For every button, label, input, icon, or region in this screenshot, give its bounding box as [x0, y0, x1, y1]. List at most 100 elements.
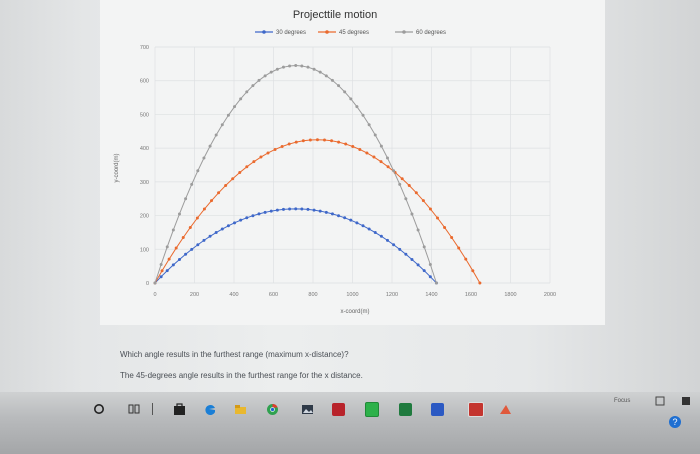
- y-tick-label: 300: [140, 180, 149, 186]
- data-point: [195, 216, 199, 220]
- legend-marker: [402, 30, 406, 34]
- data-point: [443, 225, 447, 229]
- data-point: [226, 224, 230, 228]
- data-point: [355, 105, 359, 109]
- data-point: [281, 65, 285, 69]
- x-tick-label: 200: [190, 292, 199, 298]
- data-point: [312, 67, 316, 71]
- task-view-icon[interactable]: [127, 402, 141, 416]
- data-point: [171, 263, 175, 267]
- data-point: [398, 247, 402, 251]
- data-point: [324, 210, 328, 214]
- data-point: [184, 252, 188, 256]
- data-point: [404, 252, 408, 256]
- data-point: [287, 142, 291, 146]
- y-tick-label: 400: [140, 146, 149, 152]
- word-icon[interactable]: [430, 402, 444, 416]
- data-point: [457, 246, 461, 250]
- x-tick-label: 1600: [465, 292, 477, 298]
- data-point: [165, 245, 169, 249]
- legend-label: 60 degrees: [416, 30, 446, 36]
- notification-badge[interactable]: ?: [669, 416, 681, 428]
- data-point: [392, 243, 396, 247]
- x-tick-label: 400: [229, 292, 238, 298]
- data-point: [196, 243, 200, 247]
- data-point: [315, 138, 319, 142]
- edge-icon[interactable]: [203, 402, 217, 416]
- legend-marker: [262, 30, 266, 34]
- data-point: [365, 151, 369, 155]
- projectile-chart: 0 200 400 600 800 1000 1200 1400 1600 1800 2000 0 10…: [114, 9, 556, 315]
- series-2: [153, 64, 438, 285]
- data-point: [478, 281, 482, 285]
- data-point: [259, 155, 263, 159]
- chrome-icon[interactable]: [265, 402, 279, 416]
- data-point: [288, 64, 292, 68]
- data-point: [471, 269, 475, 273]
- data-point: [275, 67, 279, 71]
- y-tick-label: 100: [140, 247, 149, 253]
- red-app-icon[interactable]: [331, 402, 345, 416]
- data-point: [344, 142, 348, 146]
- data-point: [174, 246, 178, 250]
- data-point: [251, 214, 255, 218]
- data-point: [280, 144, 284, 148]
- data-point: [330, 212, 334, 216]
- data-point: [421, 199, 425, 203]
- data-point: [323, 138, 327, 142]
- data-point: [306, 65, 310, 69]
- data-point: [349, 97, 353, 101]
- data-point: [373, 133, 377, 137]
- data-point: [224, 183, 228, 187]
- data-point: [330, 78, 334, 82]
- data-point: [202, 207, 206, 211]
- data-point: [257, 78, 261, 82]
- tray-icon[interactable]: [654, 394, 666, 408]
- action-center-icon[interactable]: [680, 394, 692, 408]
- legend-label: 45 degrees: [339, 30, 369, 36]
- chart-panel: 0 200 400 600 800 1000 1200 1400 1600 1800 2000 0 10…: [100, 0, 605, 325]
- data-point: [196, 169, 200, 173]
- data-point: [275, 208, 279, 212]
- data-point: [379, 160, 383, 164]
- photos-icon[interactable]: [300, 402, 314, 416]
- data-point: [263, 210, 267, 214]
- data-point: [190, 247, 194, 251]
- data-point: [190, 182, 194, 186]
- data-point: [294, 140, 298, 144]
- data-point: [367, 227, 371, 231]
- data-point: [414, 191, 418, 195]
- data-point: [312, 208, 316, 212]
- data-point: [398, 182, 402, 186]
- data-point: [416, 263, 420, 267]
- data-point: [337, 214, 341, 218]
- excel-icon[interactable]: [398, 402, 412, 416]
- file-explorer-icon[interactable]: [233, 402, 247, 416]
- data-point: [167, 257, 171, 261]
- data-point: [214, 133, 218, 137]
- data-point: [294, 207, 298, 211]
- arrow-app-icon[interactable]: [498, 402, 512, 416]
- store-icon[interactable]: [172, 402, 186, 416]
- y-axis-label: y-coord(m): [114, 153, 120, 182]
- data-point: [343, 216, 347, 220]
- data-point: [153, 281, 157, 285]
- data-point: [410, 212, 414, 216]
- data-point: [367, 123, 371, 127]
- legend-marker: [325, 30, 329, 34]
- focus-assist-label[interactable]: Focus: [614, 398, 631, 404]
- y-tick-label: 200: [140, 214, 149, 220]
- chart-title: Projecttile motion: [293, 9, 377, 21]
- data-point: [361, 113, 365, 117]
- data-point: [220, 227, 224, 231]
- circle-icon[interactable]: [92, 402, 106, 416]
- green-app-icon[interactable]: [365, 401, 379, 417]
- data-point: [407, 183, 411, 187]
- data-point: [257, 212, 261, 216]
- app-window-icon[interactable]: [468, 401, 484, 417]
- data-point: [337, 84, 341, 88]
- data-point: [202, 238, 206, 242]
- answer-text[interactable]: The 45-degrees angle results in the furt…: [120, 371, 363, 380]
- data-point: [245, 90, 249, 94]
- data-point: [300, 207, 304, 211]
